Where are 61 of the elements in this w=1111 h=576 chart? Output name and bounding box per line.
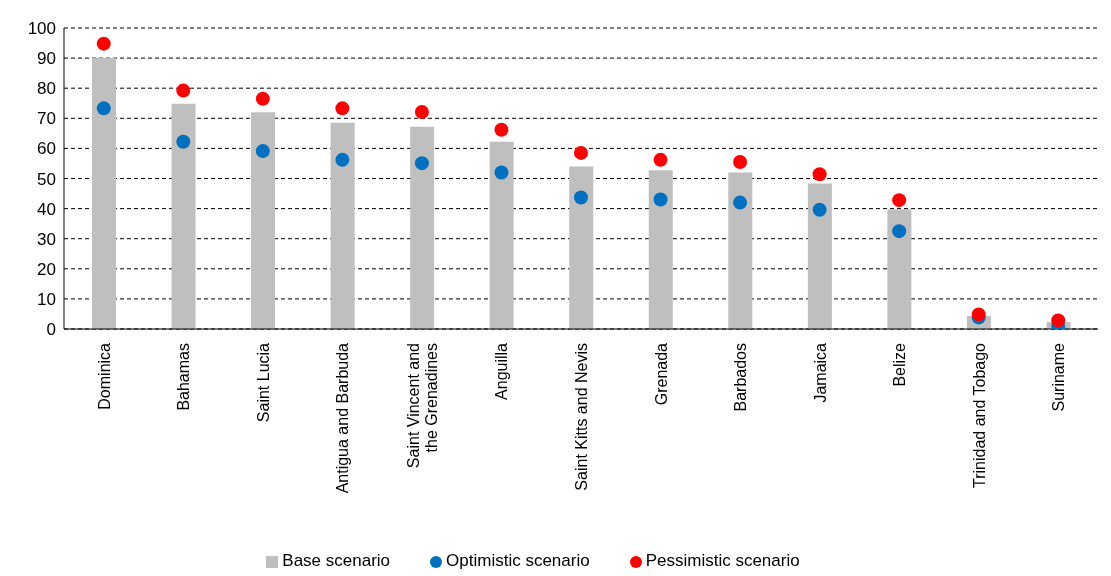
- x-tick-label: Trinidad and Tobago: [970, 342, 988, 488]
- x-tick-label: Barbados: [732, 343, 750, 412]
- point: [494, 122, 509, 137]
- legend-label: Optimistic scenario: [446, 551, 590, 570]
- x-tick-label: Bahamas: [175, 343, 193, 411]
- point: [892, 224, 907, 239]
- y-tick-label: 60: [37, 139, 56, 159]
- point: [733, 195, 748, 210]
- point: [653, 152, 668, 167]
- x-tick-label: Suriname: [1050, 342, 1068, 412]
- x-tick-label: Dominica: [95, 342, 113, 410]
- legend-label: Base scenario: [282, 551, 391, 570]
- point: [176, 134, 191, 149]
- y-tick-label: 80: [37, 79, 56, 99]
- y-tick-label: 90: [37, 49, 56, 69]
- bar: [410, 126, 435, 329]
- x-tick-label: Saint Lucia: [254, 342, 272, 423]
- point: [255, 144, 270, 159]
- bar: [807, 183, 832, 329]
- point: [255, 91, 270, 106]
- x-tick-label: Anguilla: [493, 342, 511, 400]
- point: [733, 154, 748, 169]
- bar: [489, 141, 514, 329]
- bar: [330, 122, 355, 329]
- point: [1051, 313, 1066, 328]
- bar: [728, 172, 753, 329]
- y-tick-label: 50: [37, 169, 56, 189]
- y-tick-label: 0: [46, 320, 56, 340]
- point: [96, 36, 111, 51]
- y-tick-label: 30: [37, 229, 56, 249]
- x-tick-label: Saint Vincent and the Grenadines: [404, 343, 440, 469]
- y-tick-label: 100: [27, 19, 56, 39]
- point: [414, 156, 429, 171]
- bar: [887, 209, 912, 329]
- point: [653, 192, 668, 207]
- x-tick-label: Jamaica: [811, 342, 829, 403]
- point: [812, 202, 827, 217]
- point: [96, 101, 111, 116]
- point: [494, 165, 509, 180]
- x-tick-label: Saint Kitts and Nevis: [573, 343, 590, 491]
- y-tick-label: 70: [37, 109, 56, 129]
- point: [335, 152, 350, 167]
- point: [892, 193, 907, 208]
- bar: [648, 170, 673, 329]
- bar: [251, 112, 276, 329]
- point: [335, 101, 350, 116]
- point: [574, 190, 588, 205]
- bar: [569, 166, 594, 329]
- point: [574, 145, 588, 160]
- bar: [92, 58, 116, 329]
- y-tick-label: 40: [37, 199, 56, 219]
- x-tick-label: Belize: [891, 342, 909, 387]
- legend-label: Pessimistic scenario: [645, 551, 800, 570]
- x-tick-label: Antigua and Barbuda: [334, 342, 352, 494]
- y-tick-label: 10: [37, 289, 56, 309]
- x-tick-label: Grenada: [652, 342, 670, 406]
- bar: [171, 103, 196, 329]
- point: [176, 83, 191, 98]
- point: [414, 104, 429, 119]
- point: [812, 167, 827, 182]
- y-tick-label: 20: [37, 259, 56, 279]
